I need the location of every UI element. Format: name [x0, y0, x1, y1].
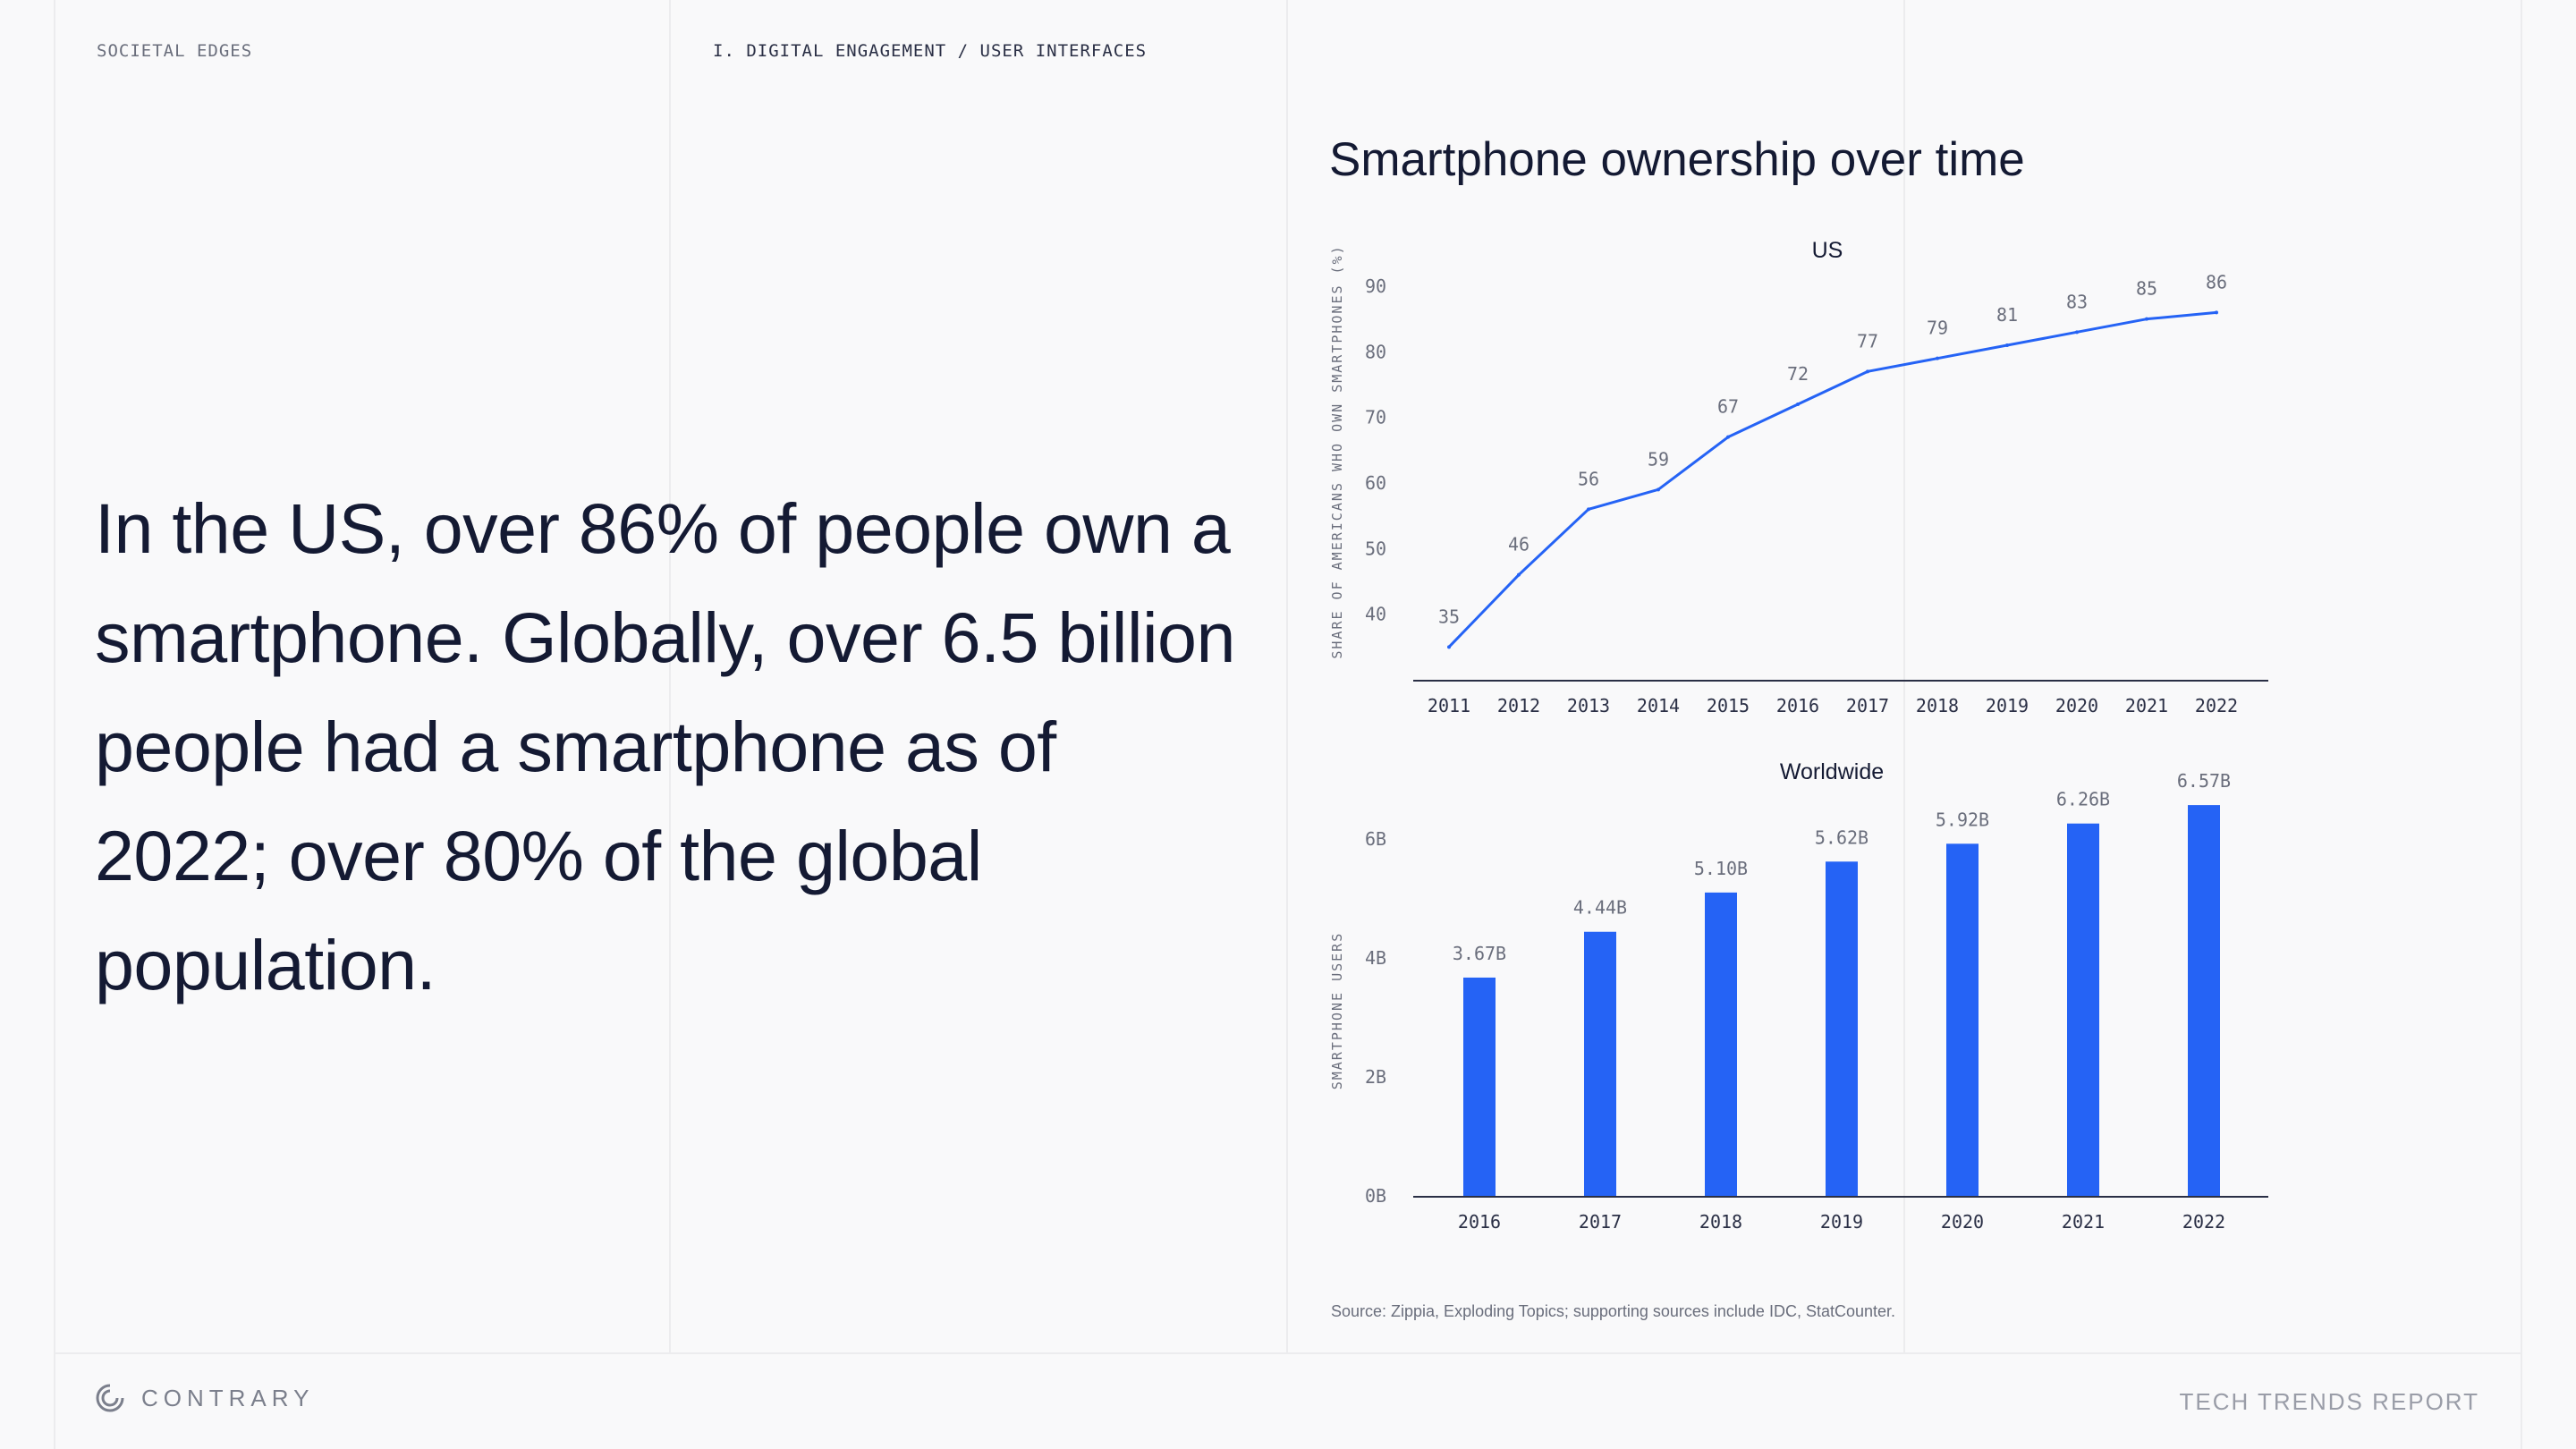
us-data-point: [1866, 369, 1869, 374]
us-data-label: 56: [1578, 468, 1599, 489]
world-y-tick-label: 0B: [1365, 1185, 1386, 1207]
column-divider: [54, 0, 55, 1449]
world-bar: [1463, 977, 1496, 1196]
world-x-tick-label: 2019: [1820, 1211, 1863, 1233]
us-series-line: [1447, 310, 2217, 648]
us-data-label: 35: [1438, 606, 1460, 627]
us-data-point: [1657, 487, 1660, 492]
us-data-label: 77: [1857, 330, 1878, 352]
us-data-point: [2145, 317, 2148, 321]
us-data-label: 79: [1927, 318, 1948, 339]
brand-name: CONTRARY: [141, 1384, 315, 1411]
column-divider: [1286, 0, 1288, 1352]
world-data-label: 6.26B: [2056, 789, 2110, 810]
us-data-label: 85: [2136, 278, 2157, 300]
us-data-point: [2005, 343, 2009, 347]
us-data-label: 46: [1508, 534, 1530, 555]
brand-logo[interactable]: CONTRARY: [95, 1383, 314, 1413]
headline-statement: In the US, over 86% of people own a smar…: [95, 488, 1235, 1004]
us-x-tick-label: 2022: [2195, 695, 2238, 716]
us-y-tick-label: 60: [1365, 472, 1386, 494]
us-data-point: [1447, 645, 1451, 649]
world-data-label: 4.44B: [1573, 897, 1627, 919]
us-chart-title: US: [1812, 238, 1843, 263]
us-data-point: [1726, 435, 1730, 439]
contrary-logo-icon: [96, 1384, 124, 1412]
us-data-label: 83: [2066, 291, 2088, 312]
us-data-label: 72: [1787, 363, 1809, 385]
us-x-tick-label: 2011: [1428, 695, 1470, 716]
world-data-label: 5.10B: [1694, 858, 1748, 879]
us-data-point: [1796, 402, 1800, 406]
world-bar: [1584, 931, 1616, 1196]
world-x-tick-label: 2022: [2182, 1211, 2225, 1233]
us-x-tick-label: 2019: [1986, 695, 2029, 716]
us-y-tick-label: 90: [1365, 275, 1386, 297]
world-chart-title: Worldwide: [1780, 759, 1884, 784]
us-x-tick-label: 2013: [1567, 695, 1610, 716]
column-divider: [2521, 0, 2522, 1449]
world-y-tick-label: 4B: [1365, 947, 1386, 969]
us-data-point: [2075, 330, 2079, 335]
us-data-point: [1936, 356, 1939, 360]
us-data-point: [1587, 507, 1590, 512]
us-y-tick-label: 40: [1365, 604, 1386, 625]
chart-heading: Smartphone ownership over time: [1329, 133, 2025, 186]
world-bar: [2188, 805, 2220, 1196]
us-data-label: 59: [1648, 448, 1669, 470]
us-x-tick-label: 2020: [2055, 695, 2098, 716]
us-data-label: 67: [1717, 396, 1739, 418]
us-x-tick-label: 2018: [1916, 695, 1959, 716]
us-y-axis-title: SHARE OF AMERICANS WHO OWN SMARTPHONES (…: [1329, 244, 1345, 658]
us-data-point: [2215, 310, 2218, 315]
us-x-tick-label: 2021: [2125, 695, 2168, 716]
world-y-axis-title: SMARTPHONE USERS: [1329, 932, 1345, 1090]
us-y-tick-label: 80: [1365, 341, 1386, 362]
source-note: Source: Zippia, Exploding Topics; suppor…: [1331, 1302, 1896, 1320]
world-y-tick-label: 2B: [1365, 1066, 1386, 1088]
us-y-tick-label: 50: [1365, 538, 1386, 559]
section-label: SOCIETAL EDGES: [97, 41, 253, 61]
us-data-label: 81: [1996, 304, 2018, 326]
world-data-label: 5.62B: [1815, 826, 1868, 848]
us-data-label: 86: [2206, 271, 2227, 292]
world-x-tick-label: 2020: [1941, 1211, 1984, 1233]
world-x-tick-label: 2016: [1458, 1211, 1501, 1233]
world-data-label: 6.57B: [2177, 770, 2231, 792]
world-x-tick-label: 2018: [1699, 1211, 1742, 1233]
footer-divider: [54, 1352, 2522, 1354]
world-bar: [1946, 843, 1979, 1196]
us-x-tick-label: 2017: [1846, 695, 1889, 716]
us-x-tick-label: 2012: [1497, 695, 1540, 716]
world-x-tick-label: 2017: [1579, 1211, 1622, 1233]
report-name: TECH TRENDS REPORT: [2179, 1388, 2479, 1415]
us-x-tick-label: 2015: [1707, 695, 1750, 716]
us-y-tick-label: 70: [1365, 407, 1386, 428]
world-data-label: 3.67B: [1453, 943, 1506, 964]
us-x-tick-label: 2014: [1637, 695, 1680, 716]
world-bar: [1826, 861, 1858, 1196]
world-bar: [1705, 892, 1737, 1196]
breadcrumb: I. DIGITAL ENGAGEMENT / USER INTERFACES: [713, 41, 1148, 61]
column-divider: [669, 0, 671, 1352]
world-bar: [2067, 823, 2099, 1196]
world-data-label: 5.92B: [1936, 809, 1989, 830]
world-y-tick-label: 6B: [1365, 828, 1386, 850]
column-divider: [1903, 0, 1905, 1352]
us-x-tick-label: 2016: [1776, 695, 1819, 716]
us-data-point: [1517, 572, 1521, 577]
world-x-tick-label: 2021: [2062, 1211, 2105, 1233]
